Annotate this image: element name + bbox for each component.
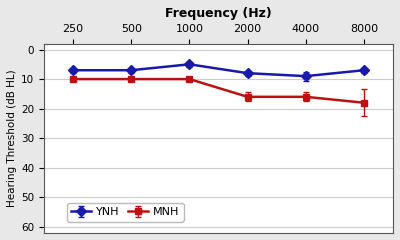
Y-axis label: Hearing Threshold (dB HL): Hearing Threshold (dB HL)	[7, 69, 17, 207]
X-axis label: Frequency (Hz): Frequency (Hz)	[165, 7, 272, 20]
Legend: YNH, MNH: YNH, MNH	[67, 203, 184, 222]
